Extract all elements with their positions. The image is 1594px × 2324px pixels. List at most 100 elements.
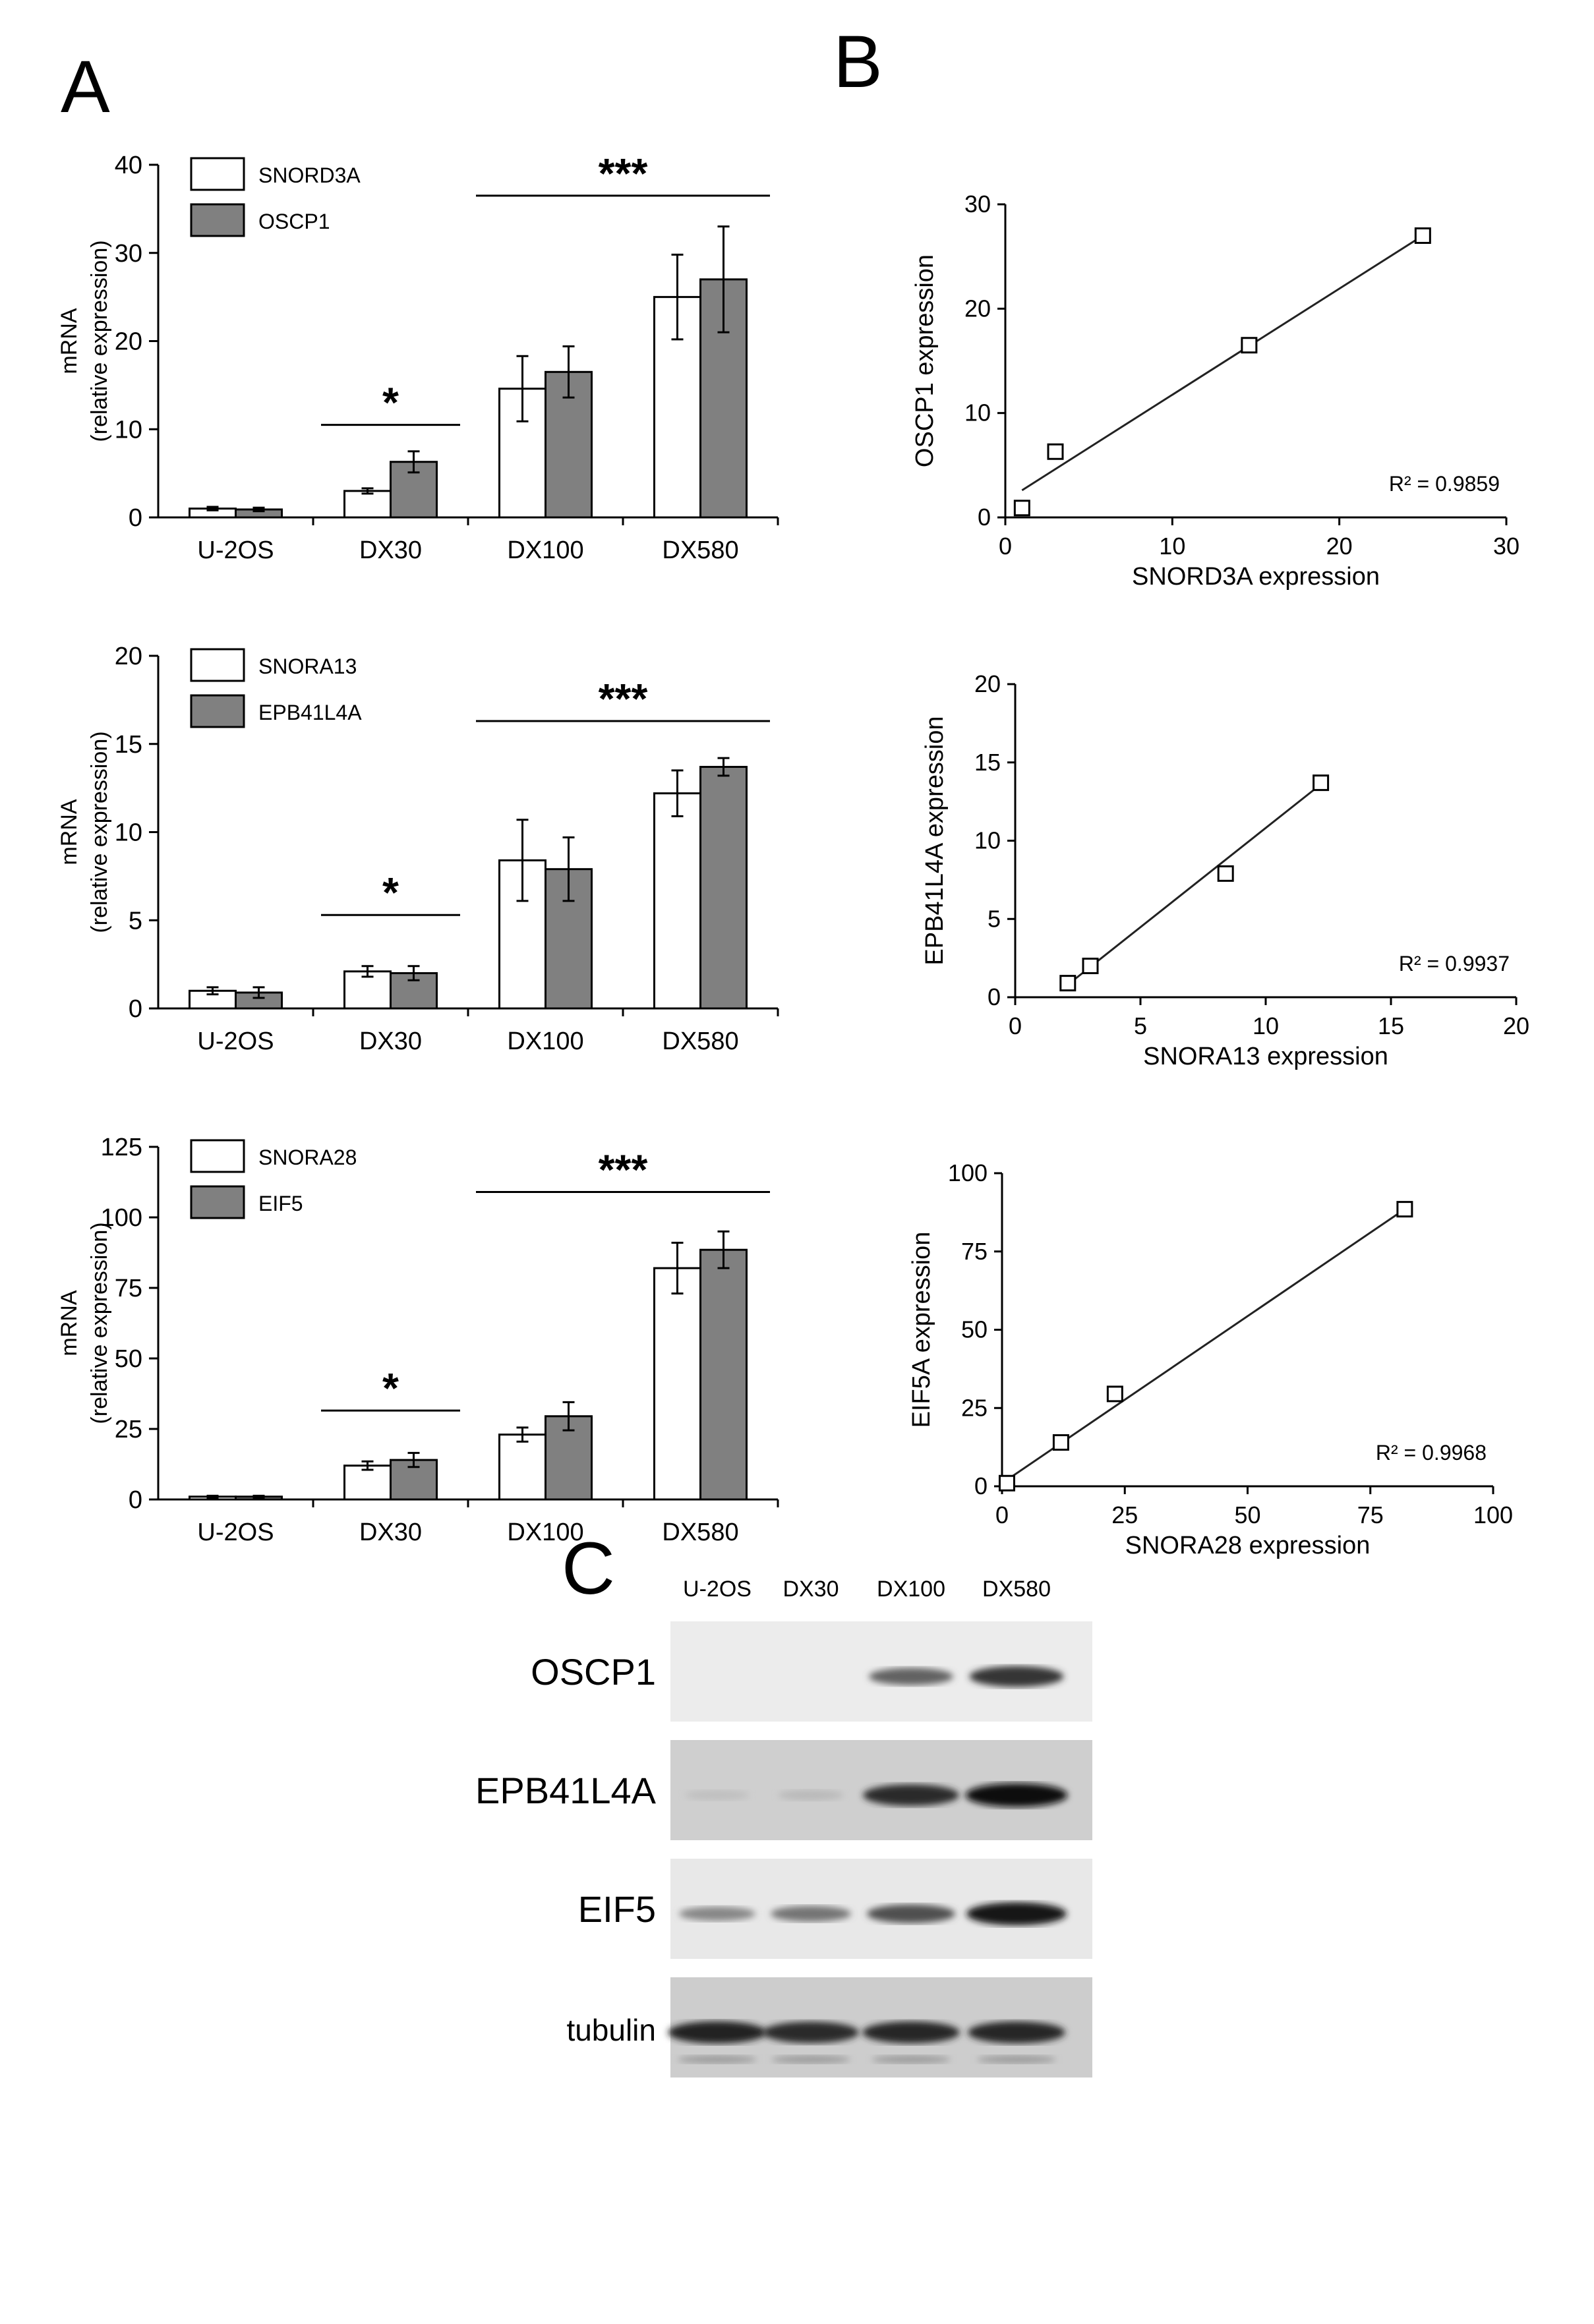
x-tick-label: DX580 xyxy=(662,1028,738,1055)
x-axis-title: SNORA28 expression xyxy=(1125,1532,1371,1559)
y-axis-title: OSCP1 expression xyxy=(911,254,939,467)
y-tick-label: 0 xyxy=(129,995,142,1023)
data-point xyxy=(1082,958,1099,974)
significance-marker: *** xyxy=(599,150,648,197)
y-tick-label: 100 xyxy=(101,1204,142,1232)
legend-swatch xyxy=(190,648,245,682)
data-point xyxy=(1396,1201,1413,1218)
data-point xyxy=(1047,443,1064,460)
y-tick-label: 5 xyxy=(129,907,142,935)
bar xyxy=(699,1248,748,1501)
x-tick-label: DX30 xyxy=(359,1028,422,1055)
protein-band xyxy=(685,1790,750,1801)
y-axis-subtitle: (relative expression) xyxy=(87,240,112,442)
bar xyxy=(343,490,392,519)
protein-band xyxy=(771,2055,850,2064)
significance-marker: *** xyxy=(599,1146,648,1193)
significance-marker: * xyxy=(382,869,399,916)
data-point xyxy=(1013,500,1030,517)
legend-label: EPB41L4A xyxy=(258,701,362,724)
protein-band xyxy=(966,1902,1067,1926)
x-tick-label: U-2OS xyxy=(197,537,274,564)
bar-chart-snord3a-oscp1: 0 10 20 30 40 mRNA (relative expression) U-2OS D… xyxy=(57,150,779,564)
bar xyxy=(653,1267,701,1501)
protein-label: EIF5 xyxy=(578,1888,656,1930)
lane-label: U-2OS xyxy=(683,1577,752,1602)
y-tick-label: 25 xyxy=(115,1416,142,1443)
y-tick-label: 10 xyxy=(115,416,142,444)
data-point xyxy=(1059,975,1077,992)
y-tick-label: 125 xyxy=(101,1134,142,1161)
protein-band xyxy=(771,1905,851,1922)
y-tick-label: 20 xyxy=(115,643,142,670)
bar xyxy=(390,972,438,1010)
protein-band xyxy=(977,2055,1056,2064)
x-tick-label: 20 xyxy=(1503,1012,1529,1039)
x-axis-title: SNORA13 expression xyxy=(1143,1043,1388,1070)
x-tick-label: 75 xyxy=(1357,1501,1384,1528)
y-axis-title: mRNA xyxy=(57,799,82,865)
y-axis-subtitle: (relative expression) xyxy=(87,731,112,933)
legend-swatch xyxy=(190,1185,245,1219)
r-squared-label: R² = 0.9968 xyxy=(1376,1441,1487,1465)
legend-swatch xyxy=(190,1139,245,1173)
x-tick-label: 0 xyxy=(1009,1012,1022,1039)
bar-chart-snora13-epb41l4a: 0 5 10 15 20 mRNA (relative expression) U-2OS DX… xyxy=(57,643,779,1055)
protein-band xyxy=(778,1789,844,1801)
y-tick-label: 10 xyxy=(974,827,1001,854)
x-tick-label: U-2OS xyxy=(197,1519,274,1546)
lane-label: DX30 xyxy=(782,1577,839,1602)
lane-label: DX580 xyxy=(982,1577,1051,1602)
y-tick-label: 20 xyxy=(964,295,991,322)
western-blot: U-2OS DX30 DX100 DX580 OSCP1 EPB41L4A EIF5 tubu… xyxy=(475,1577,1092,2077)
y-tick-label: 50 xyxy=(115,1345,142,1373)
protein-band xyxy=(965,1783,1068,1807)
y-tick-label: 20 xyxy=(974,670,1001,697)
legend-label: EIF5 xyxy=(258,1192,303,1215)
x-tick-label: U-2OS xyxy=(197,1028,274,1055)
scatter-snora28-eif5: 0 25 50 75 100 0 25 50 75 100 SNORA28 expression EI… xyxy=(908,1159,1513,1559)
bar xyxy=(653,792,701,1010)
y-tick-label: 0 xyxy=(129,1486,142,1514)
scatter-snora13-epb41l4a: 0 5 10 15 20 0 5 10 15 20 SNORA13 expression EPB41L… xyxy=(921,670,1529,1070)
protein-band xyxy=(679,1906,755,1921)
protein-band xyxy=(969,1666,1064,1687)
trendline xyxy=(1003,1208,1405,1483)
r-squared-label: R² = 0.9859 xyxy=(1389,472,1500,496)
data-point xyxy=(998,1474,1015,1492)
y-axis-subtitle: (relative expression) xyxy=(87,1222,112,1424)
x-tick-label: 15 xyxy=(1378,1012,1404,1039)
y-tick-label: 40 xyxy=(115,152,142,179)
panel-label-a: A xyxy=(61,45,110,128)
protein-band xyxy=(968,2021,1065,2044)
scatter-snord3a-oscp1: 0 10 20 30 0 10 20 30 SNORD3A expression OSCP1 ex… xyxy=(911,190,1520,591)
bar xyxy=(498,1434,546,1501)
y-tick-label: 0 xyxy=(129,504,142,532)
panel-label-c: C xyxy=(562,1527,615,1610)
y-axis-title: EPB41L4A expression xyxy=(921,716,949,965)
legend-label: OSCP1 xyxy=(258,210,330,233)
x-tick-label: DX30 xyxy=(359,537,422,564)
data-point xyxy=(1414,227,1431,244)
y-tick-label: 15 xyxy=(115,731,142,759)
y-tick-label: 10 xyxy=(964,399,991,426)
bar-chart-snora28-eif5: 0 25 50 75 100 125 mRNA (relative expression) U-… xyxy=(57,1134,779,1546)
x-tick-label: 10 xyxy=(1159,533,1185,560)
r-squared-label: R² = 0.9937 xyxy=(1399,952,1510,975)
x-tick-label: DX30 xyxy=(359,1519,422,1546)
x-tick-label: 0 xyxy=(999,533,1012,560)
y-tick-label: 0 xyxy=(974,1472,988,1499)
x-tick-label: DX100 xyxy=(507,1028,583,1055)
x-axis-title: SNORD3A expression xyxy=(1132,563,1380,591)
significance-marker: * xyxy=(382,1364,399,1412)
protein-band xyxy=(862,2021,960,2044)
panel-label-b: B xyxy=(833,20,883,103)
y-tick-label: 75 xyxy=(115,1275,142,1302)
protein-label: EPB41L4A xyxy=(475,1770,657,1811)
protein-band xyxy=(867,1904,955,1923)
x-tick-label: 20 xyxy=(1326,533,1353,560)
data-point xyxy=(1241,337,1258,354)
y-tick-label: 50 xyxy=(961,1316,988,1343)
x-tick-label: 0 xyxy=(995,1501,1009,1528)
